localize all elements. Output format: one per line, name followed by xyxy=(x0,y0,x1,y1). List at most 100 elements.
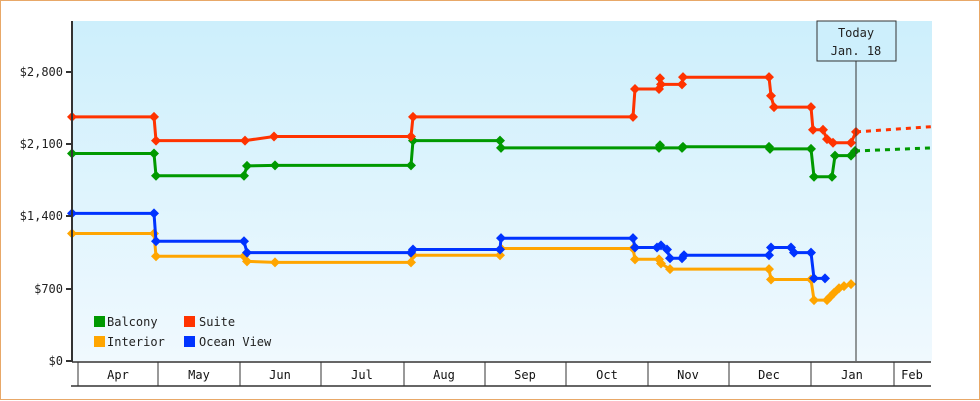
data-point-marker xyxy=(630,254,640,265)
data-point-marker xyxy=(846,137,856,148)
data-point-marker xyxy=(827,171,837,182)
data-point-marker xyxy=(269,131,279,142)
data-point-marker xyxy=(151,251,161,262)
data-point-marker xyxy=(846,279,856,290)
data-point-marker xyxy=(789,247,799,258)
data-point-marker xyxy=(766,90,776,101)
data-point-marker xyxy=(496,233,506,244)
month-label-dec: Dec xyxy=(758,368,780,382)
data-point-marker xyxy=(408,111,418,122)
data-point-marker xyxy=(766,242,776,253)
data-point-marker xyxy=(656,258,666,269)
data-point-marker xyxy=(149,148,159,159)
today-date: Jan. 18 xyxy=(831,44,882,58)
month-label-sep: Sep xyxy=(514,368,536,382)
data-point-marker xyxy=(677,79,687,90)
data-point-marker xyxy=(662,244,672,255)
legend-label-suite: Suite xyxy=(199,315,235,329)
data-point-marker xyxy=(766,274,776,285)
x-month-axis xyxy=(71,361,931,387)
data-point-marker xyxy=(808,124,818,135)
data-point-marker xyxy=(679,250,689,261)
legend: Balcony Suite Interior Ocean View xyxy=(94,315,272,349)
series-ocean-view xyxy=(67,208,830,284)
y-tick-700: $700 xyxy=(34,282,63,296)
data-point-marker xyxy=(628,111,638,122)
month-label-jun: Jun xyxy=(269,368,291,382)
data-point-marker xyxy=(665,264,675,275)
y-tick-0: $0 xyxy=(49,354,63,368)
data-point-marker xyxy=(242,256,252,267)
data-point-marker xyxy=(830,150,840,161)
data-point-marker xyxy=(496,142,506,153)
data-point-marker xyxy=(665,253,675,264)
legend-swatch-ocean-view xyxy=(184,336,195,347)
month-label-nov: Nov xyxy=(677,368,699,382)
plot-area xyxy=(72,21,932,361)
data-point-marker xyxy=(806,143,816,154)
month-label-jan: Jan xyxy=(841,368,863,382)
data-point-marker xyxy=(270,160,280,171)
month-label-may: May xyxy=(188,368,210,382)
data-point-marker xyxy=(406,160,416,171)
data-point-marker xyxy=(406,257,416,268)
legend-label-ocean-view: Ocean View xyxy=(199,335,272,349)
y-tick-2800: $2,800 xyxy=(20,65,63,79)
month-label-oct: Oct xyxy=(596,368,618,382)
data-point-marker xyxy=(495,250,505,261)
data-point-marker xyxy=(242,247,252,258)
data-point-marker xyxy=(656,240,666,251)
data-point-marker xyxy=(630,242,640,253)
data-point-marker xyxy=(818,124,828,135)
legend-swatch-suite xyxy=(184,316,195,327)
y-axis-ticks xyxy=(66,71,72,362)
data-point-marker xyxy=(151,236,161,247)
data-point-marker xyxy=(850,145,860,156)
forecast-line xyxy=(854,146,932,153)
data-point-marker xyxy=(408,244,418,255)
data-point-marker xyxy=(809,171,819,182)
data-point-marker xyxy=(149,208,159,219)
forecast-line xyxy=(855,125,932,134)
legend-label-balcony: Balcony xyxy=(107,315,158,329)
data-point-marker xyxy=(149,111,159,122)
data-point-marker xyxy=(678,72,688,83)
data-point-marker xyxy=(656,79,666,90)
data-point-marker xyxy=(809,295,819,306)
y-tick-1400: $1,400 xyxy=(20,209,63,223)
data-point-marker xyxy=(764,250,774,261)
series-balcony xyxy=(67,135,932,182)
month-label-apr: Apr xyxy=(107,368,129,382)
data-point-marker xyxy=(820,273,830,284)
data-point-marker xyxy=(630,84,640,95)
data-point-marker xyxy=(242,160,252,171)
data-point-marker xyxy=(239,170,249,181)
data-point-marker xyxy=(828,137,838,148)
y-tick-2100: $2,100 xyxy=(20,137,63,151)
data-point-marker xyxy=(406,131,416,142)
data-point-marker xyxy=(806,102,816,113)
data-point-marker xyxy=(151,135,161,146)
data-point-marker xyxy=(151,170,161,181)
data-point-marker xyxy=(806,247,816,258)
today-box xyxy=(816,20,897,62)
data-point-marker xyxy=(764,264,774,275)
data-point-marker xyxy=(764,72,774,83)
data-point-marker xyxy=(628,233,638,244)
data-point-marker xyxy=(655,140,665,151)
data-point-marker xyxy=(809,273,819,284)
data-point-marker xyxy=(239,236,249,247)
month-label-jul: Jul xyxy=(351,368,373,382)
data-point-marker xyxy=(765,143,775,154)
data-point-marker xyxy=(495,244,505,255)
data-point-marker xyxy=(655,73,665,84)
legend-swatch-balcony xyxy=(94,316,105,327)
legend-label-interior: Interior xyxy=(107,335,165,349)
data-point-marker xyxy=(495,135,505,146)
month-label-aug: Aug xyxy=(433,368,455,382)
data-point-marker xyxy=(240,135,250,146)
month-label-feb: Feb xyxy=(901,368,923,382)
legend-swatch-interior xyxy=(94,336,105,347)
